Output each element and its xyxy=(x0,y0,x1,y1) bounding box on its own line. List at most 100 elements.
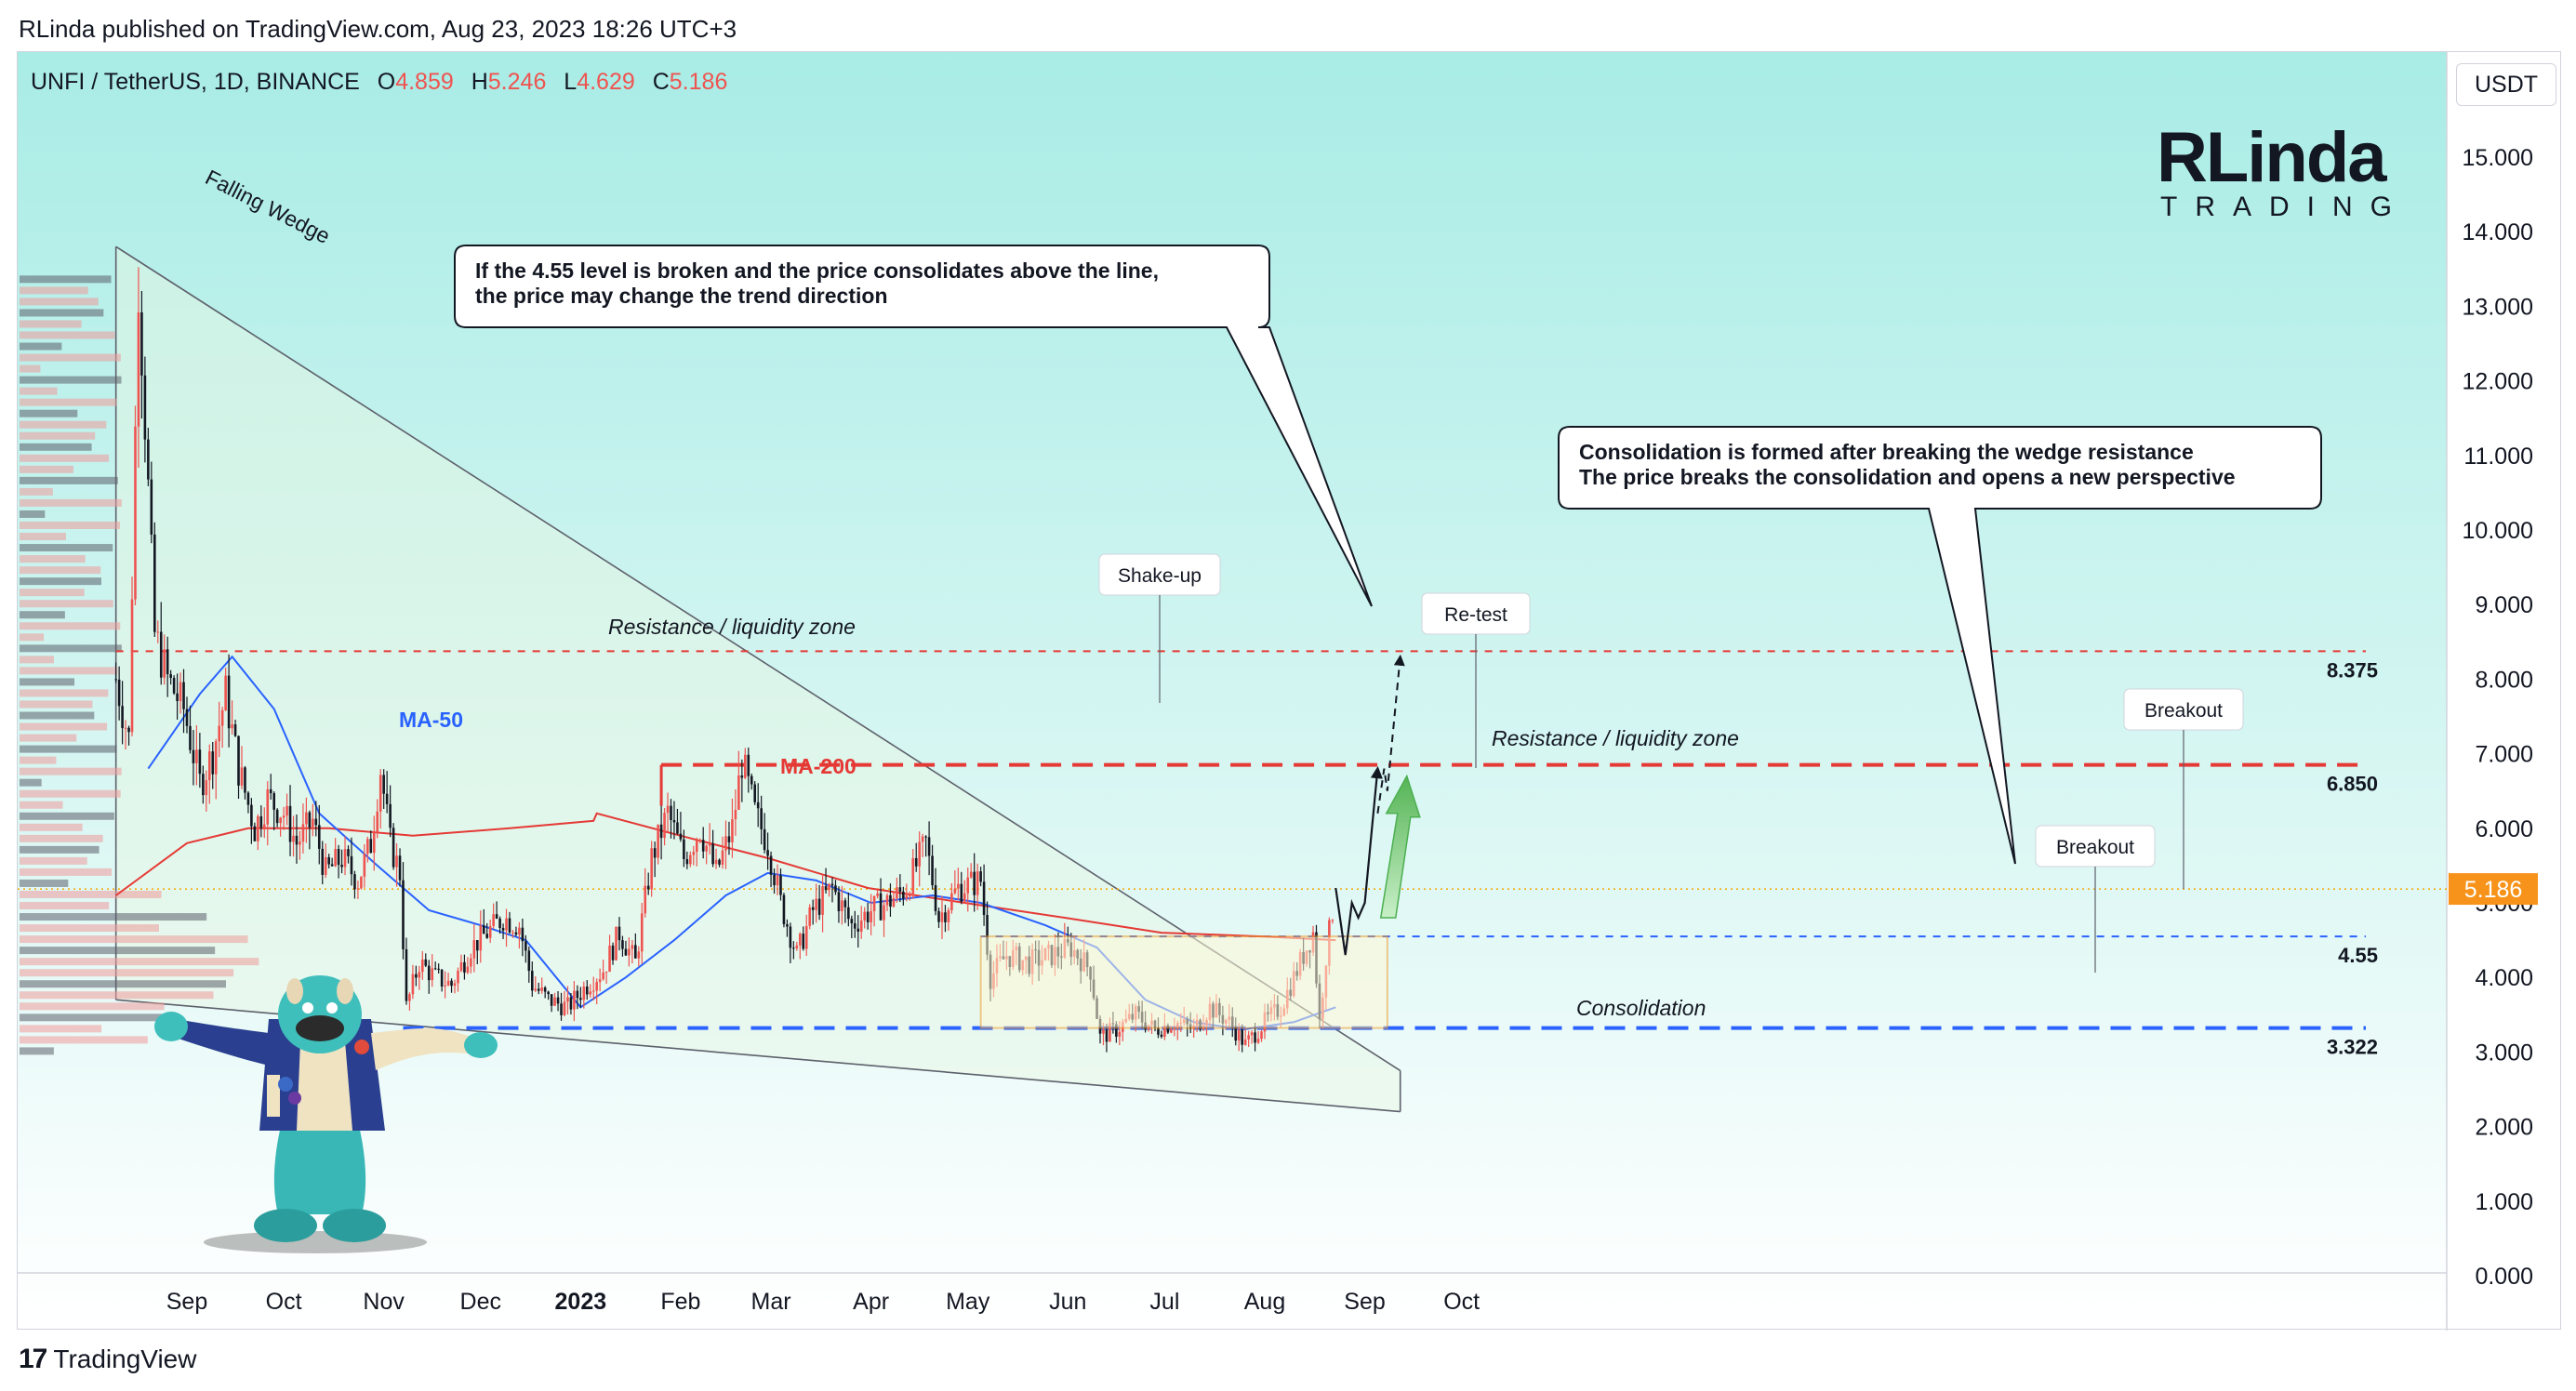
price-tick-label: 9.000 xyxy=(2475,592,2533,618)
candle-body xyxy=(224,675,227,710)
volume-bar xyxy=(20,454,110,462)
candle-body xyxy=(466,966,470,974)
level-label: 3.322 xyxy=(2327,1036,2378,1059)
candle-body xyxy=(876,893,879,896)
candle-body xyxy=(501,928,505,931)
candle-body xyxy=(740,775,744,778)
candle-body xyxy=(292,835,295,842)
candle-body xyxy=(734,809,737,820)
ma-50-label: MA-50 xyxy=(399,708,463,732)
volume-bar xyxy=(20,275,112,284)
candle-body xyxy=(1157,1027,1160,1035)
candle-body xyxy=(237,735,240,786)
candle-body xyxy=(527,950,531,972)
callout-right-text: Consolidation is formed after breaking t… xyxy=(1579,440,2194,464)
candle-body xyxy=(553,997,556,1006)
candle-body xyxy=(828,883,830,891)
breakout-tag: Breakout xyxy=(2056,837,2134,858)
candle-body xyxy=(147,439,150,480)
volume-bar xyxy=(20,1013,178,1022)
candle-body xyxy=(811,907,815,910)
candle-body xyxy=(169,674,172,679)
candle-body xyxy=(250,804,253,827)
candle-body xyxy=(198,749,202,775)
candle-body xyxy=(963,893,966,902)
candle-body xyxy=(514,932,518,935)
currency-button[interactable]: USDT xyxy=(2456,63,2556,106)
candle-body xyxy=(1102,1029,1105,1034)
candle-body xyxy=(908,895,911,897)
resistance-zone-label: Resistance / liquidity zone xyxy=(608,615,856,639)
candle-body xyxy=(1331,920,1334,921)
candle-body xyxy=(624,948,628,956)
candle-body xyxy=(927,837,931,856)
candle-body xyxy=(150,479,153,535)
candle-body xyxy=(140,312,143,376)
candle-body xyxy=(724,836,727,851)
ohlc-low-label: L xyxy=(564,69,578,95)
candle-body xyxy=(896,887,898,899)
candle-body xyxy=(718,859,721,865)
candle-body xyxy=(608,945,611,973)
volume-bar xyxy=(20,376,122,384)
price-tick-label: 13.000 xyxy=(2463,294,2533,320)
time-tick-label: Oct xyxy=(1443,1289,1480,1315)
candle-body xyxy=(830,883,834,886)
candle-body xyxy=(679,833,683,840)
candle-body xyxy=(737,775,740,810)
candle-body xyxy=(756,801,760,809)
candle-body xyxy=(1115,1024,1118,1037)
candle-body xyxy=(395,855,398,868)
candle-body xyxy=(695,840,698,853)
candle-body xyxy=(883,905,885,921)
candle-body xyxy=(418,972,421,978)
volume-bar xyxy=(20,309,104,317)
footer-brand[interactable]: 17 TradingView xyxy=(19,1344,196,1375)
candle-body xyxy=(653,848,657,858)
candle-body xyxy=(411,974,415,995)
volume-bar xyxy=(20,286,88,295)
candle-body xyxy=(1234,1027,1238,1041)
candle-body xyxy=(117,679,121,707)
volume-bar xyxy=(20,443,92,451)
candle-body xyxy=(685,858,689,865)
level-label: 6.850 xyxy=(2327,773,2378,796)
candle-body xyxy=(266,788,270,825)
volume-bar xyxy=(20,555,86,563)
time-tick-label: 2023 xyxy=(555,1289,607,1315)
volume-bar xyxy=(20,789,121,798)
candle-body xyxy=(705,845,708,852)
symbol-bar[interactable]: UNFI / TetherUS, 1D, BINANCE O4.859 H5.2… xyxy=(31,69,727,96)
logo-line1: RLinda xyxy=(2157,118,2387,197)
volume-bar xyxy=(20,420,107,429)
chart-frame[interactable]: 8.375 6.850 4.55 3.322 Falling Wedge Resista… xyxy=(17,51,2562,1331)
candle-body xyxy=(747,754,750,776)
candle-body xyxy=(343,849,347,868)
candle-body xyxy=(218,725,220,742)
price-tick-label: 8.000 xyxy=(2475,667,2533,693)
volume-bar xyxy=(20,611,65,619)
up-arrow-icon xyxy=(1379,774,1421,919)
candle-body xyxy=(657,824,659,858)
level-label: 4.55 xyxy=(2338,944,2378,967)
time-axis[interactable]: Sep Oct Nov Dec 2023 Feb Mar Apr May Jun Jul Aug Sep… xyxy=(166,1289,1480,1315)
candle-body xyxy=(560,1003,563,1015)
candle-body xyxy=(953,888,957,894)
price-tick-label: 7.000 xyxy=(2475,742,2533,768)
price-axis[interactable]: 15.000 14.000 13.000 12.000 11.000 10.000 9.00… xyxy=(2449,145,2538,1290)
price-tick-label: 12.000 xyxy=(2463,369,2533,395)
chart[interactable]: 8.375 6.850 4.55 3.322 Falling WedgeResista… xyxy=(18,52,2562,1331)
candle-body xyxy=(176,693,179,702)
volume-bar xyxy=(20,431,96,440)
candle-body xyxy=(253,826,257,841)
wedge-fill xyxy=(115,246,1401,1112)
candle-body xyxy=(189,725,192,750)
candle-body xyxy=(769,855,773,875)
ma-200-label: MA-200 xyxy=(780,754,856,778)
time-tick-label: Feb xyxy=(660,1289,700,1315)
candle-body xyxy=(350,855,353,875)
candle-body xyxy=(295,835,299,845)
candle-body xyxy=(1173,1028,1176,1030)
candle-body xyxy=(163,649,166,678)
volume-bar xyxy=(20,801,63,809)
